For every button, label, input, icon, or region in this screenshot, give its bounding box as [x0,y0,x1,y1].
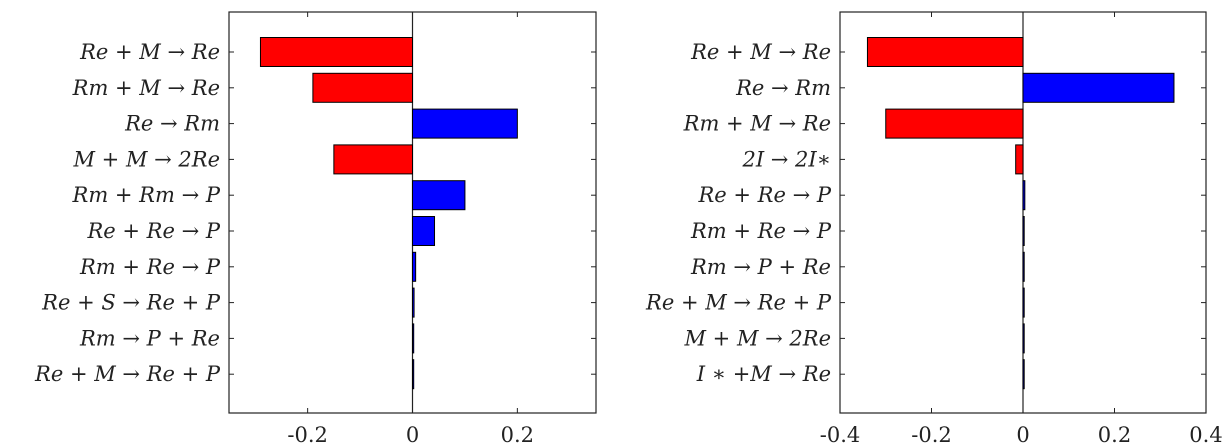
bar [412,108,518,139]
bar [412,323,415,354]
category-label: Re + S → Re + P [41,291,221,315]
bar [1022,72,1175,103]
x-tick-label: 0.2 [1098,423,1131,447]
bar [412,359,415,390]
bar [1022,323,1025,354]
x-tick-label: -0.4 [820,423,861,447]
bar [1022,180,1026,211]
bar [333,144,414,175]
category-label: Rm → P + Re [690,255,831,279]
category-label: Re + M → Re [79,40,220,64]
category-label: Re + M → Re + P [34,362,221,386]
category-label: Re → Rm [124,112,220,136]
bar [1022,216,1025,246]
category-label: I ∗ +M → Re [696,362,831,386]
bar [866,37,1024,67]
category-label: 2I → 2I∗ [741,147,831,171]
x-tick-label: 0.2 [501,423,534,447]
bar [1022,287,1025,318]
category-label: Rm → P + Re [79,326,220,350]
bar [1015,144,1024,175]
right-sensitivity-chart: Re + M → Re Re → Rm Rm + M → Re 2I → 2I∗ Re … [645,11,1223,447]
x-tick-label: 0 [1016,423,1029,447]
bar [885,108,1024,139]
category-label: Re + Re → P [86,219,220,243]
category-label: M + M → 2Re [684,326,832,350]
bar [1022,251,1025,282]
category-label: Rm + Rm → P [72,183,221,207]
left-sensitivity-chart: Re + M → Re Rm + M → Re Re → Rm M + M → 2Re… [34,11,597,447]
category-label: Rm + Re → P [79,255,221,279]
category-label: Re → Rm [735,76,831,100]
x-tick-label: -0.2 [287,423,328,447]
category-label: Rm + M → Re [72,76,220,100]
bar [412,251,417,282]
category-label: M + M → 2Re [73,147,221,171]
bar [312,72,413,103]
category-label: Re + M → Re [690,40,831,64]
bar [1022,359,1025,390]
category-label: Rm + M → Re [683,112,831,136]
category-label: Re + Re → P [697,183,831,207]
category-label: Rm + Re → P [690,219,832,243]
bar [412,216,436,246]
category-label: Re + M → Re + P [645,291,832,315]
bar [259,37,414,67]
x-tick-label: 0 [406,423,419,447]
x-tick-label: -0.2 [911,423,952,447]
bar [412,180,466,211]
bar [412,287,415,318]
x-tick-label: 0.4 [1189,423,1222,447]
